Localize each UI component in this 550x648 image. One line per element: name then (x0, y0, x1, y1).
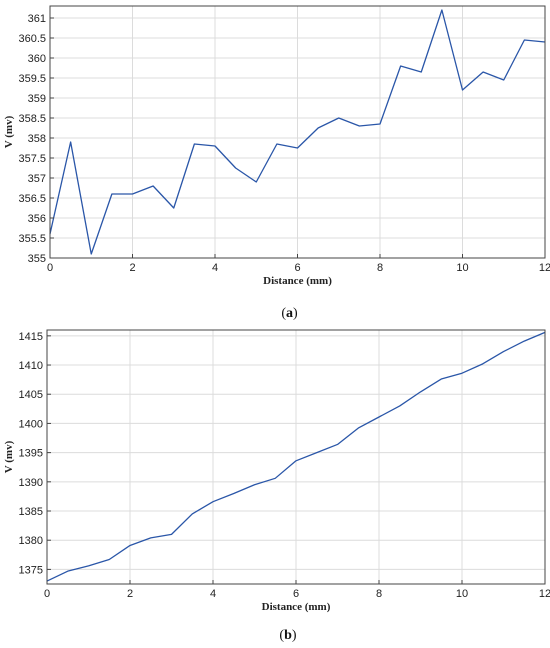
chart-a-y-tick-label: 358.5 (18, 113, 46, 125)
chart-a-y-tick-label: 355 (28, 253, 46, 265)
chart-a-y-tick-label: 359.5 (18, 73, 46, 85)
chart-b-y-tick-label: 1400 (19, 418, 43, 430)
chart-a-y-tick-label: 359 (28, 93, 46, 105)
chart-b-y-tick-label: 1390 (19, 477, 43, 489)
chart-b-x-tick-label: 4 (210, 588, 216, 600)
chart-b-y-tick-label: 1375 (19, 564, 43, 576)
chart-b-y-tick-label: 1410 (19, 360, 43, 372)
chart-a-y-tick-label: 357 (28, 173, 46, 185)
chart-b-y-tick-label: 1415 (19, 331, 43, 343)
chart-a-y-tick-label: 360 (28, 53, 46, 65)
chart-a-x-tick-label: 6 (294, 262, 300, 274)
chart-b-y-tick-label: 1395 (19, 448, 43, 460)
chart-b-x-tick-label: 0 (44, 588, 50, 600)
chart-a-caption: (a) (281, 306, 298, 321)
chart-b-x-tick-label: 10 (456, 588, 468, 600)
chart-a-y-tick-label: 355.5 (18, 233, 46, 245)
chart-a-series-line (49, 9, 546, 255)
chart-a-x-tick-label: 0 (47, 262, 53, 274)
chart-a-x-tick-label: 4 (212, 262, 218, 274)
chart-a-x-tick-label: 10 (456, 262, 468, 274)
chart-b-y-axis-label: V (mv) (3, 440, 15, 473)
chart-b-x-axis-label: Distance (mm) (262, 601, 331, 613)
chart-a-x-tick-label: 8 (377, 262, 383, 274)
chart-b-x-tick-label: 6 (293, 588, 299, 600)
chart-a-y-axis-label: V (mv) (3, 115, 15, 148)
chart-b-series-line (46, 331, 546, 582)
chart-b-y-tick-label: 1380 (19, 535, 43, 547)
chart-a-y-tick-label: 360.5 (18, 33, 46, 45)
chart-a-y-tick-label: 361 (28, 13, 46, 25)
chart-a-x-axis-label: Distance (mm) (263, 275, 332, 287)
chart-b-y-tick-label: 1385 (19, 506, 43, 518)
chart-b-x-tick-label: 2 (127, 588, 133, 600)
chart-a-x-tick-label: 2 (129, 262, 135, 274)
chart-b-y-tick-label: 1405 (19, 389, 43, 401)
chart-a-y-tick-label: 356.5 (18, 193, 46, 205)
chart-a-y-tick-label: 357.5 (18, 153, 46, 165)
chart-a-y-tick-label: 356 (28, 213, 46, 225)
chart-b-x-tick-label: 8 (376, 588, 382, 600)
chart-b-caption: (b) (279, 628, 296, 643)
chart-a-x-tick-label: 12 (539, 262, 550, 274)
chart-a-y-tick-label: 358 (28, 133, 46, 145)
chart-b-x-tick-label: 12 (539, 588, 550, 600)
